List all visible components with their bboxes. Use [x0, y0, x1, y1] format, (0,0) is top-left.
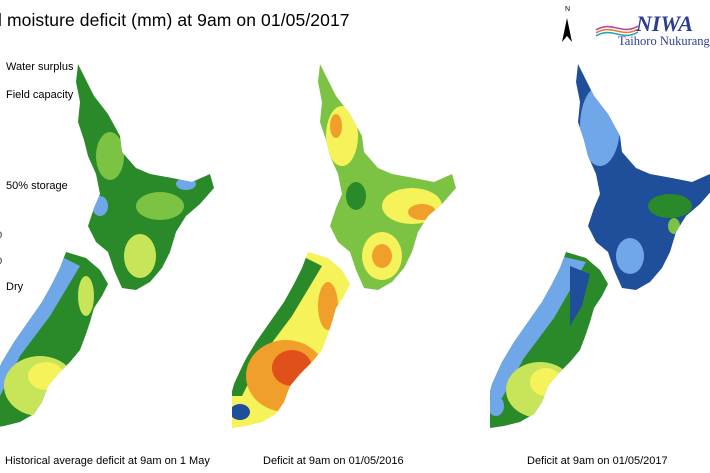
caption-2017: Deficit at 9am on 01/05/2017	[527, 455, 668, 467]
legend-label-water-surplus: Water surplus	[6, 61, 74, 73]
legend-tick-fragment: 0	[0, 256, 2, 266]
north-arrow-icon	[562, 18, 572, 42]
map-historical-average	[0, 64, 214, 428]
legend-tick-fragment: 0	[0, 230, 2, 240]
map-deficit-2016	[232, 64, 456, 428]
map-deficit-2017	[490, 64, 710, 428]
legend-label-dry: Dry	[6, 281, 24, 293]
niwa-logo: NIWA	[595, 11, 693, 37]
caption-historical: Historical average deficit at 9am on 1 M…	[5, 455, 210, 467]
legend-label-field-capacity: Field capacity	[6, 89, 74, 101]
page-title: il moisture deficit (mm) at 9am on 01/05…	[0, 10, 350, 30]
north-label: N	[565, 6, 571, 13]
legend-label-50-storage: 50% storage	[6, 180, 68, 192]
caption-2016: Deficit at 9am on 01/05/2016	[263, 455, 404, 467]
logo-subtitle: Taihoro Nukurang	[618, 34, 710, 48]
logo-text: NIWA	[635, 11, 693, 36]
